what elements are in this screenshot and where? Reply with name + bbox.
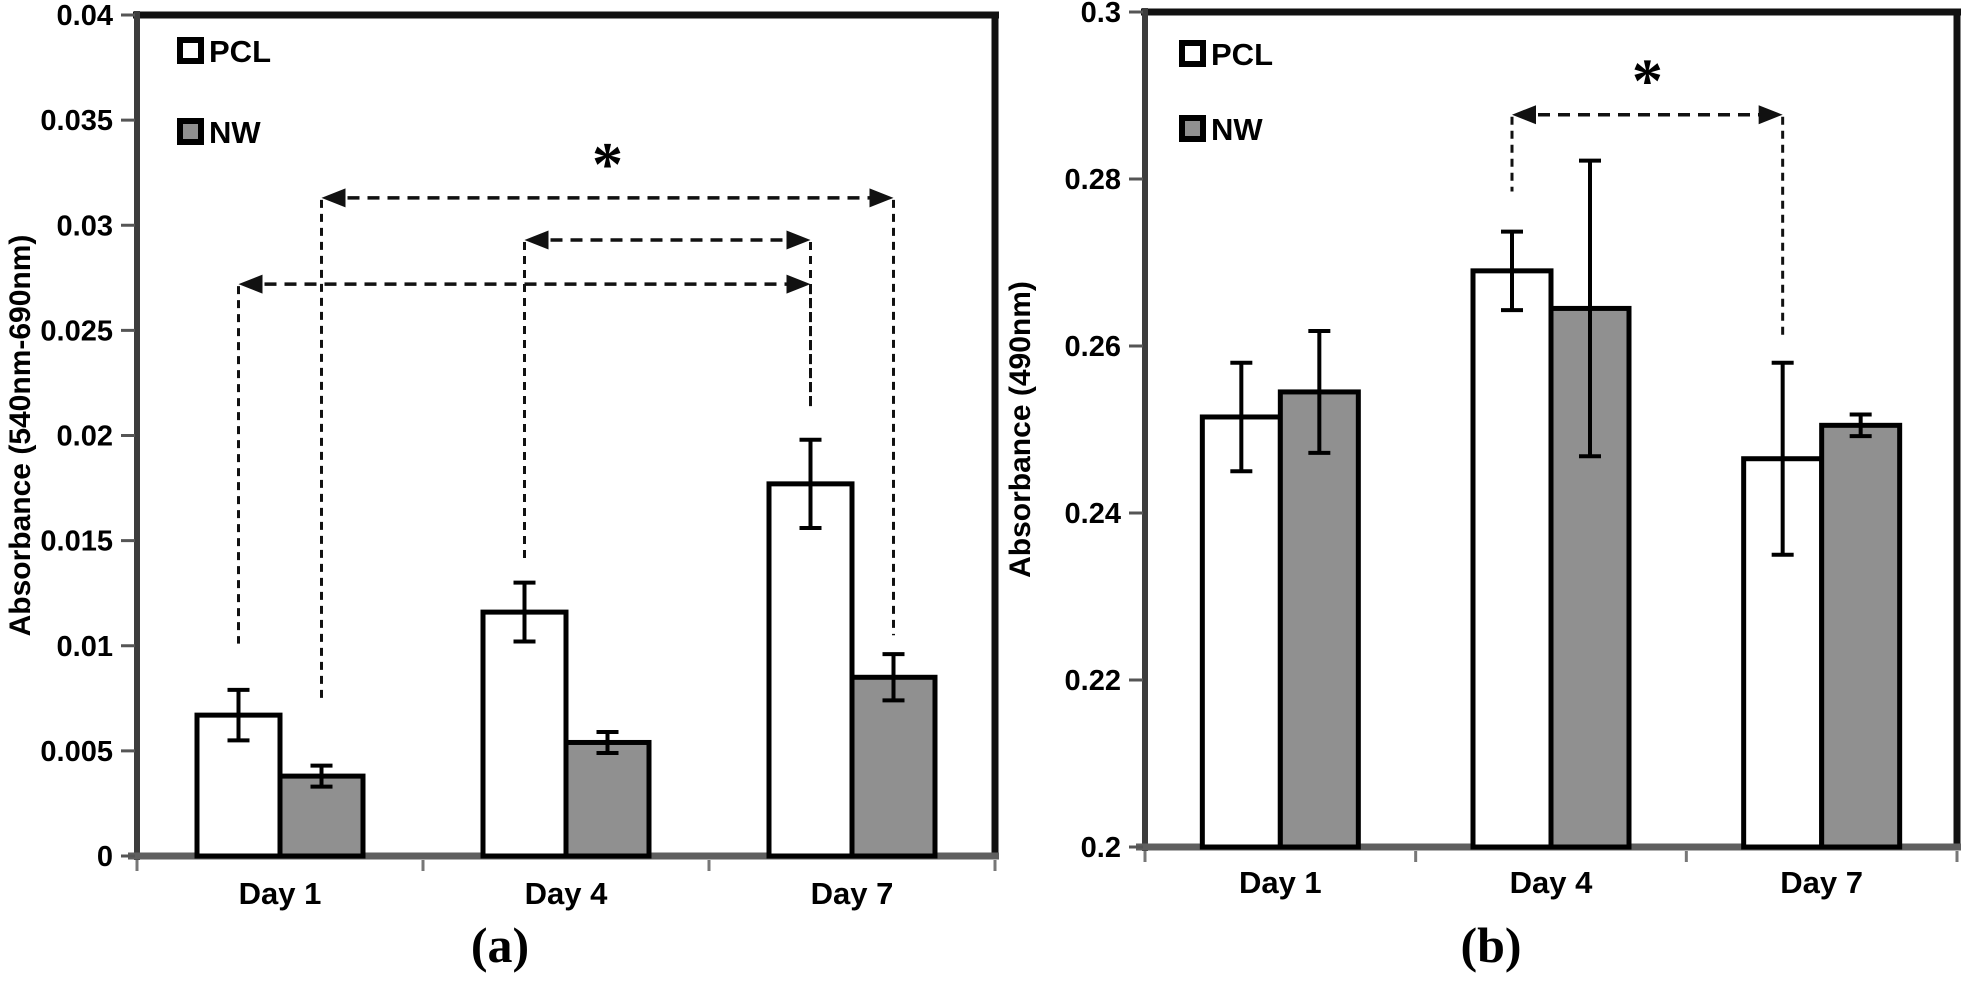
legend-item-nw: NW [177,115,261,150]
error-bar-a-nw-1 [596,729,619,755]
legend-swatch-icon [1179,40,1206,67]
legend-swatch-icon [177,118,204,145]
legend-item-nw: NW [1179,112,1263,147]
arrowhead-left-icon [321,188,346,208]
x-category-label: Day 7 [1780,865,1863,900]
bar-b-nw-2 [1819,422,1903,850]
arrowhead-right-icon [1758,105,1783,125]
legend-swatch-icon [1179,115,1206,142]
bar-chart-a: 0 0.005 0.01 0.015 0.02 0.025 0.03 0.035 0.04 Day… [4,0,999,911]
y-tick-label: 0.035 [40,105,113,137]
y-axis-title: Absorbance (540nm-690nm) [4,235,37,637]
error-bar-a-nw-0 [310,763,333,789]
bar-chart-b: 0.2 0.22 0.24 0.26 0.28 0.3 Day 1 Day 4 Day 7 * PC… [1004,0,1961,900]
legend-item-pcl: PCL [1179,37,1273,72]
arrowhead-left-icon [524,230,549,250]
error-bars [227,437,905,789]
panel-a-caption: (a) [470,917,530,973]
legend: PCL NW [177,34,271,150]
error-bar-b-nw-2 [1849,412,1872,439]
error-bar-b-pcl-2 [1771,360,1794,557]
legend-swatch-icon [177,37,204,64]
arrowhead-right-icon [786,230,811,250]
bar-b-nw-0 [1277,389,1361,850]
error-bar-b-nw-1 [1579,158,1601,459]
bar-a-nw-1 [563,739,652,859]
significance-star: * [592,131,623,199]
error-bar-a-pcl-1 [513,580,536,644]
y-tick-label: 0.26 [1065,331,1121,363]
y-axis-ticks: 0.2 0.22 0.24 0.26 0.28 0.3 [1065,0,1143,864]
bar-a-pcl-2 [766,481,855,859]
bar-a-pcl-1 [480,609,569,859]
y-tick-label: 0.22 [1065,665,1121,697]
error-bar-a-pcl-0 [227,687,250,743]
y-tick-label: 0.03 [57,210,113,242]
panel-b: 0.2 0.22 0.24 0.26 0.28 0.3 Day 1 Day 4 Day 7 * PC… [1000,0,1982,982]
significance-annotations: * [1510,48,1785,338]
y-tick-label: 0.02 [57,421,113,453]
y-tick-label: 0.005 [40,736,113,768]
y-tick-label: 0.2 [1081,832,1121,864]
y-axis-ticks: 0 0.005 0.01 0.015 0.02 0.025 0.03 0.035 0.04 [40,0,135,873]
bars [194,481,938,859]
y-tick-label: 0.025 [40,315,113,347]
significance-annotations: * [237,131,895,703]
y-tick-label: 0 [97,841,113,873]
error-bar-b-pcl-1 [1501,229,1523,313]
panel-a: 0 0.005 0.01 0.015 0.02 0.025 0.03 0.035 0.04 Day… [4,0,999,973]
y-tick-label: 0.3 [1081,0,1121,29]
arrowhead-right-icon [786,274,811,294]
x-category-label: Day 1 [1239,865,1322,900]
y-tick-label: 0.24 [1065,498,1121,530]
x-category-label: Day 1 [239,876,322,911]
y-tick-label: 0.015 [40,526,113,558]
legend-item-pcl: PCL [177,34,271,69]
error-bar-b-nw-0 [1308,328,1331,455]
legend-label: PCL [1211,37,1273,72]
x-category-label: Day 4 [1510,865,1593,900]
x-axis-ticks: Day 1 Day 4 Day 7 [1143,851,1959,900]
y-tick-label: 0.04 [57,0,113,32]
legend-label: NW [1211,112,1263,147]
bars [1199,268,1903,850]
bar-b-pcl-1 [1470,268,1554,850]
x-category-label: Day 7 [811,876,894,911]
error-bar-a-pcl-2 [799,437,822,531]
arrowhead-left-icon [238,274,263,294]
y-tick-label: 0.28 [1065,164,1121,196]
y-tick-label: 0.01 [57,631,113,663]
x-category-label: Day 4 [525,876,608,911]
significance-annotation-a-1 [523,230,812,560]
significance-annotation-a-0: * [320,131,895,703]
bar-a-nw-0 [277,773,366,859]
significance-star: * [1632,48,1663,116]
significance-annotation-b-0: * [1510,48,1785,338]
arrowhead-right-icon [869,188,894,208]
x-axis-ticks: Day 1 Day 4 Day 7 [135,860,997,911]
error-bars [1230,158,1872,557]
legend-label: PCL [209,34,271,69]
bar-a-nw-2 [849,674,938,859]
legend: PCL NW [1179,37,1273,147]
arrowhead-left-icon [1512,105,1536,125]
panel-b-caption: (b) [1460,917,1522,973]
significance-annotation-a-2 [237,274,812,644]
legend-label: NW [209,115,261,150]
y-axis-title: Absorbance (490nm) [1004,281,1037,578]
bar-b-pcl-0 [1199,414,1283,850]
error-bar-b-pcl-0 [1230,360,1253,474]
error-bar-a-nw-2 [882,652,905,703]
